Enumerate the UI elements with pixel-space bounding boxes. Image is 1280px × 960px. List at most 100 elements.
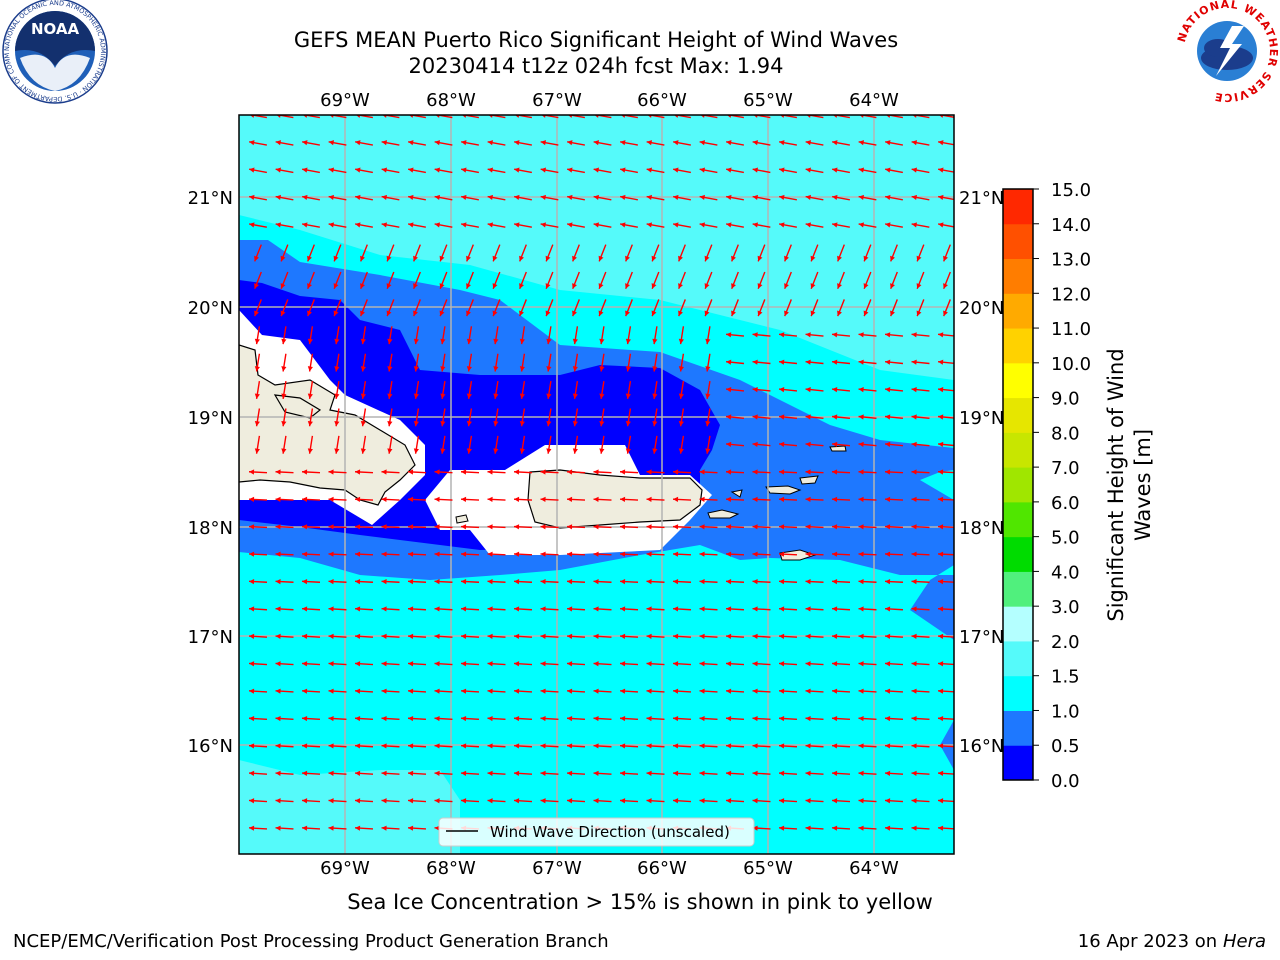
noaa-logo-text: NOAA: [31, 20, 80, 38]
wind-wave-arrow: [699, 579, 718, 585]
wind-wave-arrow: [434, 633, 453, 639]
wind-wave-arrow: [540, 524, 559, 530]
wind-wave-arrow: [911, 743, 930, 749]
wind-wave-arrow: [858, 633, 877, 639]
wind-wave-arrow: [778, 579, 798, 585]
wind-wave-arrow: [434, 551, 453, 557]
wind-wave-arrow: [540, 469, 559, 475]
colorbar-tick: 3.0: [1051, 597, 1080, 618]
wind-wave-arrow: [672, 551, 692, 557]
wind-wave-arrow: [546, 326, 552, 345]
wind-wave-arrow: [673, 194, 691, 201]
wind-wave-arrow: [890, 244, 898, 262]
wind-wave-arrow: [307, 326, 314, 345]
wind-wave-arrow: [831, 496, 851, 502]
wind-wave-arrow: [328, 222, 347, 228]
wind-wave-arrow: [254, 326, 261, 345]
wind-wave-arrow: [620, 222, 638, 228]
wind-wave-arrow: [328, 825, 347, 831]
wind-wave-arrow: [619, 496, 639, 502]
wind-wave-arrow: [858, 222, 877, 228]
wind-wave-arrow: [884, 551, 904, 557]
wind-wave-arrow: [275, 661, 294, 667]
wind-wave-arrow: [519, 271, 527, 290]
wind-wave-arrow: [831, 606, 851, 612]
wind-wave-arrow: [249, 167, 267, 174]
wind-wave-arrow: [699, 194, 718, 201]
wind-wave-arrow: [911, 441, 930, 447]
wind-wave-arrow: [461, 140, 479, 146]
wind-wave-arrow: [281, 381, 287, 399]
wind-wave-arrow: [858, 414, 877, 420]
lon-tick-top: 66°W: [637, 90, 687, 111]
wind-wave-arrow: [466, 299, 474, 317]
wind-wave-arrow: [784, 299, 792, 317]
wind-wave-arrow: [884, 387, 904, 393]
wind-wave-arrow: [699, 688, 718, 694]
wind-wave-arrow: [434, 140, 453, 146]
wind-wave-arrow: [699, 496, 718, 502]
lat-tick-left: 16°N: [188, 736, 233, 757]
wind-wave-arrow: [519, 408, 526, 427]
wave-field-1.5-2.0-south: [239, 760, 460, 854]
wind-wave-arrow: [752, 359, 771, 365]
wind-wave-arrow: [752, 332, 771, 338]
wind-wave-arrow: [911, 332, 930, 338]
wind-wave-arrow: [545, 299, 554, 317]
wind-wave-arrow: [466, 435, 473, 454]
wind-wave-arrow: [778, 715, 798, 722]
wind-wave-arrow: [275, 606, 294, 612]
colorbar-tick: 7.0: [1051, 458, 1080, 479]
wind-wave-arrow: [672, 715, 692, 722]
wind-wave-arrow: [434, 524, 453, 530]
wind-wave-arrow: [280, 271, 289, 290]
wind-wave-arrow: [938, 140, 954, 146]
wind-wave-arrow: [646, 496, 665, 502]
wind-wave-arrow: [805, 825, 824, 831]
wind-wave-arrow: [911, 770, 930, 776]
wind-wave-arrow: [540, 222, 559, 228]
wind-wave-arrow: [407, 633, 427, 639]
wind-wave-arrow: [911, 140, 930, 146]
wind-wave-arrow: [307, 244, 315, 262]
colorbar-segment: [1003, 258, 1033, 294]
wind-wave-arrow: [407, 825, 427, 831]
colorbar-tick: 9.0: [1051, 389, 1080, 410]
wind-wave-arrow: [598, 244, 607, 262]
wind-wave-arrow: [381, 222, 400, 228]
wind-wave-arrow: [593, 661, 612, 667]
wind-wave-arrow: [831, 661, 851, 667]
wind-wave-arrow: [831, 414, 851, 420]
wind-wave-arrow: [831, 688, 851, 694]
wind-wave-arrow: [566, 770, 586, 776]
wind-wave-arrow: [752, 633, 771, 639]
wind-wave-arrow: [778, 387, 798, 393]
wind-wave-arrow: [599, 435, 605, 454]
wind-wave-arrow: [460, 743, 480, 749]
wind-wave-arrow: [672, 633, 692, 639]
nws-logo: NATIONAL WEATHER SERVICE: [1175, 0, 1279, 104]
wind-wave-arrow: [937, 579, 954, 585]
hispaniola-land: [239, 344, 416, 506]
wind-wave-arrow: [381, 606, 400, 612]
wind-wave-arrow: [248, 688, 268, 694]
wind-wave-arrow: [625, 326, 632, 345]
wind-wave-arrow: [572, 353, 579, 372]
wind-wave-arrow: [546, 408, 552, 427]
wind-wave-arrow: [460, 496, 480, 502]
wind-wave-arrow: [413, 271, 421, 290]
wind-wave-arrow: [937, 606, 954, 612]
wind-wave-arrow: [646, 222, 665, 228]
wind-wave-arrow: [704, 271, 713, 290]
wind-wave-arrow: [307, 271, 315, 290]
wind-wave-arrow: [911, 496, 930, 502]
wind-wave-arrow: [249, 194, 267, 201]
wind-wave-arrow: [248, 633, 268, 639]
wind-wave-arrow: [275, 633, 294, 639]
wind-wave-arrow: [513, 661, 533, 667]
wind-wave-arrow: [784, 271, 792, 290]
lon-tick-top: 67°W: [532, 90, 582, 111]
wind-wave-arrow: [831, 359, 851, 365]
wind-wave-arrow: [831, 441, 851, 447]
